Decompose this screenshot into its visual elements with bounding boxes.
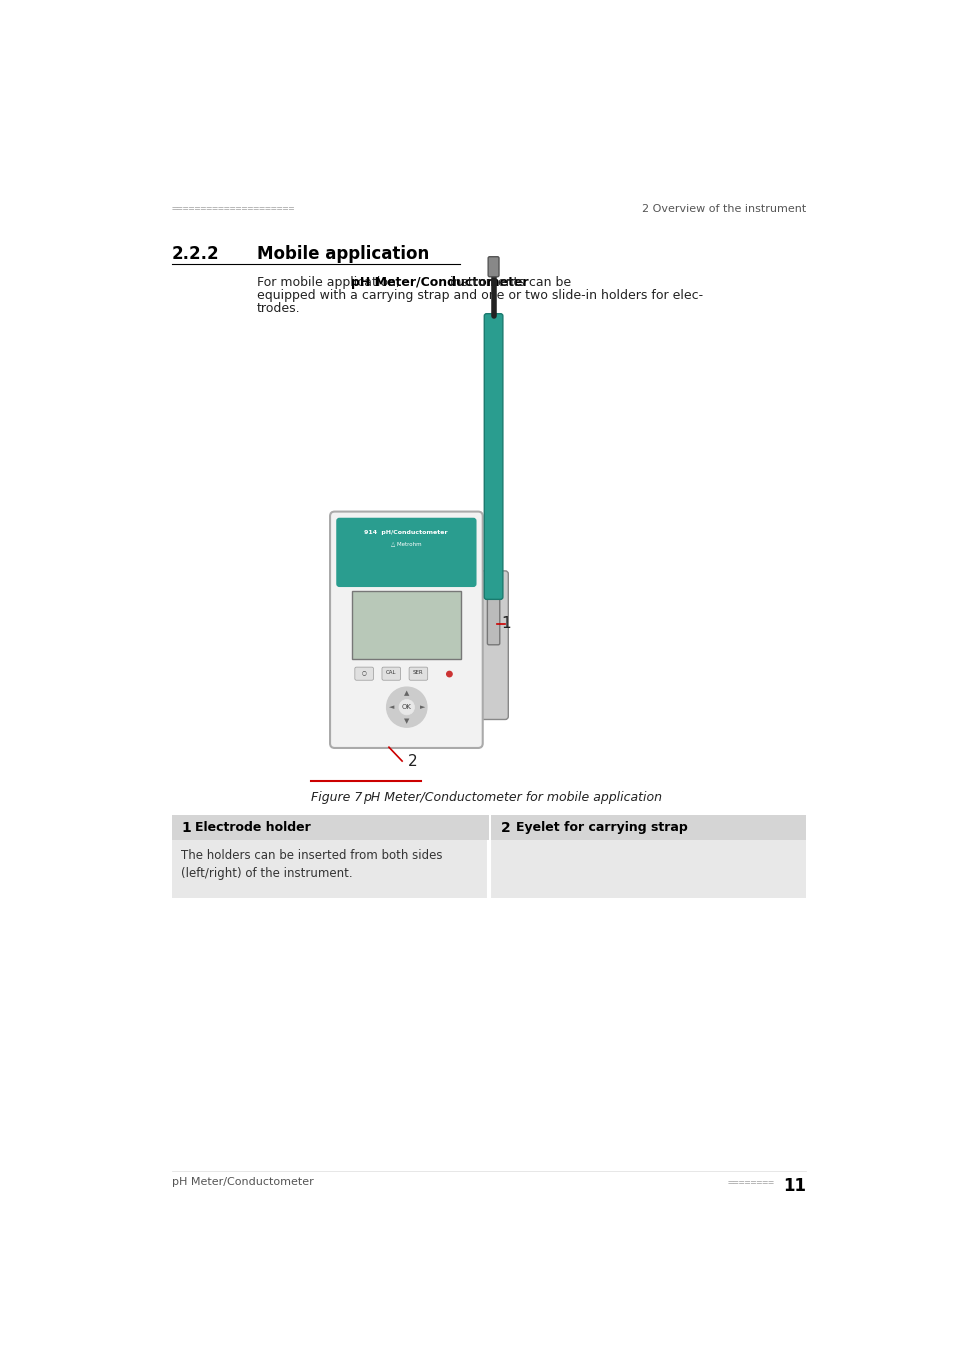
Text: 2: 2 [500,821,510,836]
FancyBboxPatch shape [335,518,476,587]
Bar [172,815,488,840]
Text: OK: OK [401,705,412,710]
Text: 11: 11 [782,1177,805,1195]
Text: pH Meter/Conductometer for mobile application: pH Meter/Conductometer for mobile applic… [363,791,661,805]
FancyBboxPatch shape [409,667,427,680]
Text: ◄: ◄ [388,705,394,710]
Text: 914  pH/Conductometer: 914 pH/Conductometer [364,531,447,535]
Text: pH Meter/Conductometer: pH Meter/Conductometer [351,275,528,289]
Bar [172,815,805,898]
Bar [352,591,460,659]
Text: SER: SER [413,670,423,675]
Text: The holders can be inserted from both sides
(left/right) of the instrument.: The holders can be inserted from both si… [181,849,442,880]
FancyBboxPatch shape [330,512,482,748]
Text: Electrode holder: Electrode holder [195,821,311,834]
Text: equipped with a carrying strap and one or two slide-in holders for elec-: equipped with a carrying strap and one o… [257,289,702,302]
Circle shape [446,671,452,676]
Text: 2 Overview of the instrument: 2 Overview of the instrument [641,204,805,215]
Text: Figure 7: Figure 7 [311,791,362,805]
Text: △ Metrohm: △ Metrohm [391,541,421,547]
Text: 2.2.2: 2.2.2 [172,246,219,263]
Text: 1: 1 [181,821,191,836]
FancyBboxPatch shape [487,591,499,645]
Text: ►: ► [419,705,424,710]
Text: 2: 2 [408,753,417,768]
Circle shape [398,699,415,716]
Text: 1: 1 [500,617,511,632]
Text: Eyelet for carrying strap: Eyelet for carrying strap [516,821,687,834]
FancyBboxPatch shape [472,571,508,720]
Text: =====================: ===================== [172,204,295,215]
Text: ========: ======== [727,1177,774,1188]
FancyBboxPatch shape [355,667,373,680]
Text: trodes.: trodes. [257,302,300,315]
Text: For mobile application,: For mobile application, [257,275,404,289]
Text: pH Meter/Conductometer: pH Meter/Conductometer [172,1177,314,1187]
FancyBboxPatch shape [381,667,400,680]
Text: ▲: ▲ [404,690,409,697]
FancyBboxPatch shape [484,313,502,599]
Text: Mobile application: Mobile application [257,246,429,263]
Text: ▼: ▼ [404,718,409,724]
Text: ○: ○ [361,670,366,675]
Bar [491,815,805,840]
Text: instruments can be: instruments can be [445,275,570,289]
FancyBboxPatch shape [488,256,498,277]
Circle shape [386,687,427,728]
Text: CAL: CAL [386,670,396,675]
